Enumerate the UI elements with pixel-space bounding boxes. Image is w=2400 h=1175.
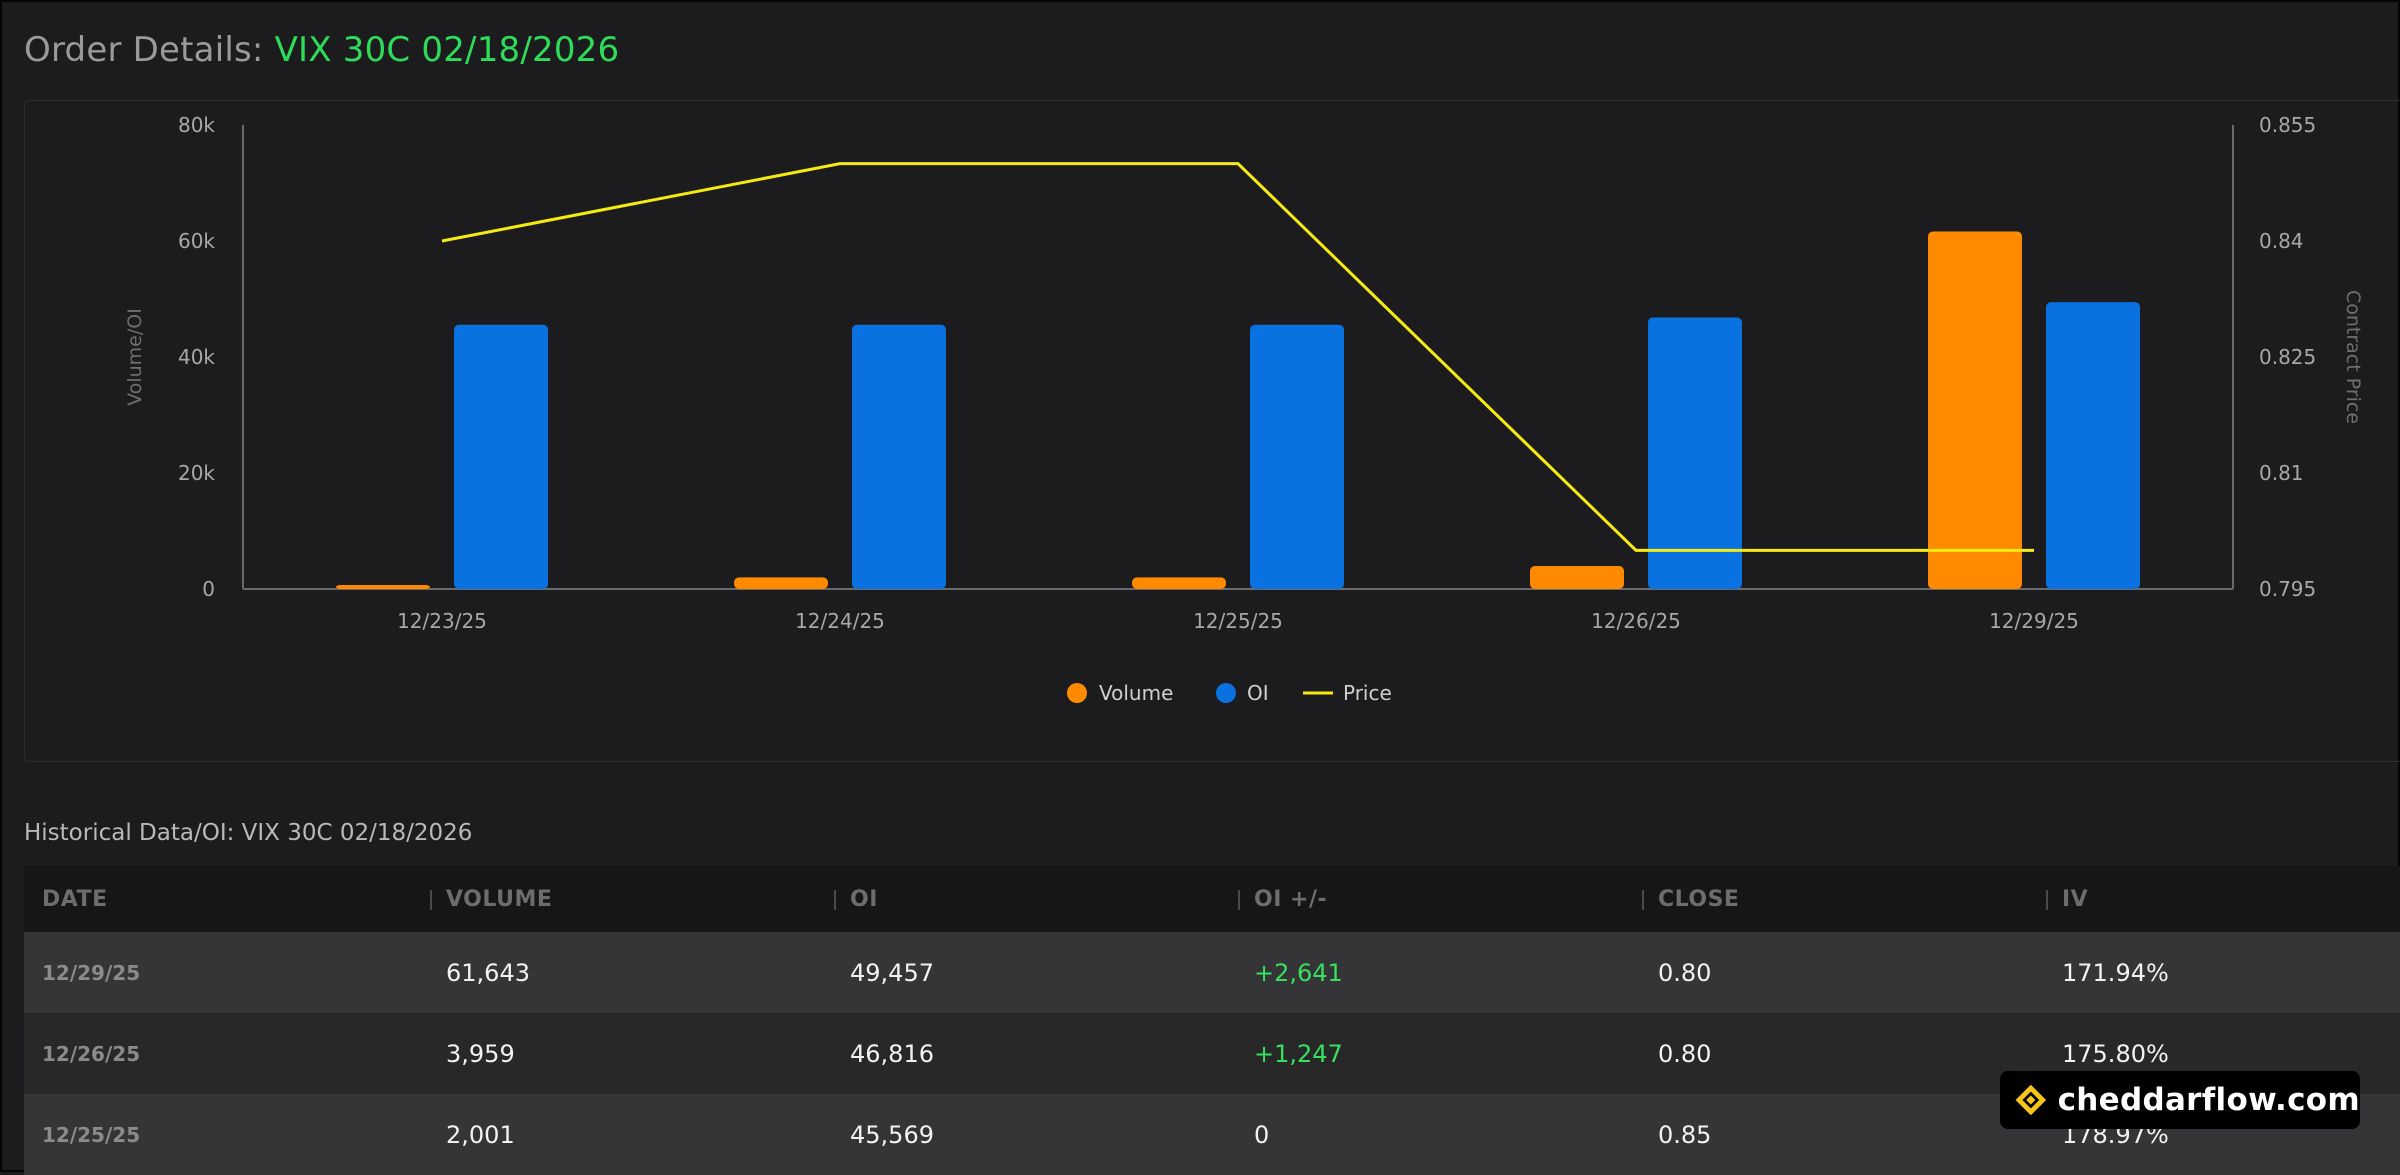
volume-bar <box>1530 566 1624 589</box>
x-tick-label: 12/26/25 <box>1591 609 1681 633</box>
y-tick-label: 80k <box>178 113 215 137</box>
oi-bar <box>2046 302 2140 589</box>
oi-bar <box>1250 324 1344 589</box>
cell-oi: 49,457 <box>850 958 934 987</box>
column-header-date[interactable]: DATE <box>42 886 108 912</box>
volume-bar <box>734 577 828 589</box>
watermark-text: cheddarflow.com <box>2057 1082 2360 1118</box>
y-tick-label: 0 <box>202 577 215 601</box>
cell-volume: 61,643 <box>446 958 530 987</box>
legend-oi-label: OI <box>1247 681 1269 705</box>
cell-date: 12/25/25 <box>42 1122 141 1147</box>
table-row[interactable]: 12/29/25 61,643 49,457 +2,641 0.80 171.9… <box>24 932 2400 1013</box>
table-body: 12/29/25 61,643 49,457 +2,641 0.80 171.9… <box>24 932 2400 1175</box>
cell-volume: 3,959 <box>446 1039 515 1068</box>
cell-oi-change: 0 <box>1254 1120 1270 1149</box>
column-header-iv[interactable]: IV <box>2044 887 2400 912</box>
cell-close: 0.80 <box>1658 1039 1712 1068</box>
y2-tick-label: 0.825 <box>2259 345 2316 369</box>
historical-data-table: DATE VOLUME OI OI +/- CLOSE IV 12/29/25 … <box>24 866 2400 1175</box>
legend-volume-label: Volume <box>1099 681 1173 705</box>
volume-bar <box>336 584 430 589</box>
cheddarflow-watermark: cheddarflow.com <box>2000 1071 2360 1129</box>
oi-bar <box>852 324 946 589</box>
cell-close: 0.80 <box>1658 958 1712 987</box>
volume-bar <box>1132 577 1226 589</box>
legend-price-label: Price <box>1343 681 1392 705</box>
cell-oi-change: +1,247 <box>1254 1039 1343 1068</box>
cell-iv: 171.94% <box>2062 958 2169 987</box>
y-tick-label: 40k <box>178 345 215 369</box>
cell-oi: 45,569 <box>850 1120 934 1149</box>
price-line <box>441 162 2034 552</box>
column-header-volume[interactable]: VOLUME <box>428 887 832 912</box>
y2-axis-title: Contract Price <box>2342 290 2364 424</box>
y-tick-label: 60k <box>178 229 215 253</box>
y2-tick-label: 0.795 <box>2259 577 2316 601</box>
cheddarflow-logo-icon <box>2015 1084 2047 1116</box>
title-label: Order Details: <box>24 30 264 70</box>
volume-oi-price-chart: 0 20k 40k 60k 80k 0.795 0.81 0.825 0.84 0.855 Volu… <box>124 113 2364 705</box>
x-tick-label: 12/25/25 <box>1193 609 1283 633</box>
x-tick-label: 12/23/25 <box>397 609 487 633</box>
y2-tick-label: 0.81 <box>2259 461 2304 485</box>
y2-tick-label: 0.855 <box>2259 113 2316 137</box>
oi-bar <box>1648 317 1742 589</box>
cell-iv: 175.80% <box>2062 1039 2169 1068</box>
cell-date: 12/29/25 <box>42 960 141 985</box>
y2-tick-label: 0.84 <box>2259 229 2304 253</box>
chart-panel: 0 20k 40k 60k 80k 0.795 0.81 0.825 0.84 0.855 Volu… <box>24 100 2400 762</box>
cell-date: 12/26/25 <box>42 1041 141 1066</box>
table-header: DATE VOLUME OI OI +/- CLOSE IV <box>24 866 2400 932</box>
column-header-oi[interactable]: OI <box>832 887 1236 912</box>
volume-bar <box>1928 231 2022 590</box>
y-axis-title: Volume/OI <box>124 308 146 406</box>
legend-oi-marker <box>1216 683 1236 703</box>
y-tick-label: 20k <box>178 461 215 485</box>
x-tick-label: 12/24/25 <box>795 609 885 633</box>
cell-oi-change: +2,641 <box>1254 958 1343 987</box>
x-tick-label: 12/29/25 <box>1989 609 2079 633</box>
oi-bar <box>454 324 548 589</box>
title-symbol: VIX 30C 02/18/2026 <box>274 30 620 70</box>
cell-oi: 46,816 <box>850 1039 934 1068</box>
column-header-oi-change[interactable]: OI +/- <box>1236 887 1640 912</box>
cell-volume: 2,001 <box>446 1120 515 1149</box>
column-header-close[interactable]: CLOSE <box>1640 887 2044 912</box>
historical-data-title: Historical Data/OI: VIX 30C 02/18/2026 <box>24 820 473 846</box>
legend-volume-marker <box>1067 683 1087 703</box>
cell-close: 0.85 <box>1658 1120 1712 1149</box>
page-title: Order Details: VIX 30C 02/18/2026 <box>24 30 619 70</box>
